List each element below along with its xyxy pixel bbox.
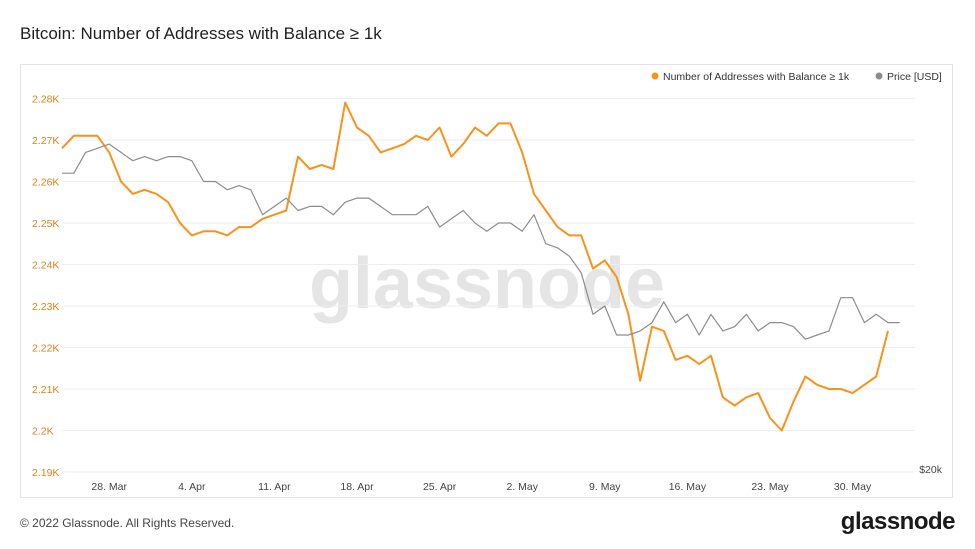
x-tick-label: 25. Apr	[423, 481, 457, 493]
x-tick-label: 28. Mar	[91, 481, 127, 493]
x-tick-label: 18. Apr	[340, 481, 374, 493]
glassnode-logo: glassnode	[840, 508, 956, 535]
x-tick-label: 2. May	[506, 481, 538, 493]
legend-label-addresses: Number of Addresses with Balance ≥ 1k	[663, 71, 850, 83]
x-tick-label: 23. May	[751, 481, 789, 493]
x-tick-label: 16. May	[669, 481, 707, 493]
x-tick-label: 4. Apr	[178, 481, 206, 493]
y-tick-label: 2.27K	[32, 135, 59, 147]
watermark: glassnode	[309, 244, 665, 324]
y-tick-label: 2.25K	[32, 218, 59, 230]
legend-marker-price	[875, 72, 883, 80]
y-tick-label: 2.23K	[32, 301, 59, 313]
x-tick-label: 30. May	[834, 481, 872, 493]
legend-label-price: Price [USD]	[887, 71, 942, 83]
y-tick-label: 2.24K	[32, 259, 59, 271]
series-line-price	[62, 143, 900, 340]
y-tick-label: 2.22K	[32, 342, 59, 354]
series-line-addresses	[61, 101, 889, 432]
y-tick-label: 2.28K	[32, 93, 59, 105]
y-tick-label: 2.2K	[32, 425, 54, 437]
legend-marker-addresses	[651, 72, 659, 80]
copyright-footer: © 2022 Glassnode. All Rights Reserved.	[20, 516, 235, 530]
y-tick-label: 2.26K	[32, 176, 59, 188]
y-tick-label: 2.19K	[32, 467, 59, 479]
chart-title: Bitcoin: Number of Addresses with Balanc…	[20, 24, 382, 43]
chart-frame	[20, 64, 953, 498]
x-tick-label: 9. May	[589, 481, 621, 493]
x-tick-label: 11. Apr	[258, 481, 291, 493]
y-right-tick-label: $20k	[919, 464, 943, 476]
y-tick-label: 2.21K	[32, 384, 59, 396]
